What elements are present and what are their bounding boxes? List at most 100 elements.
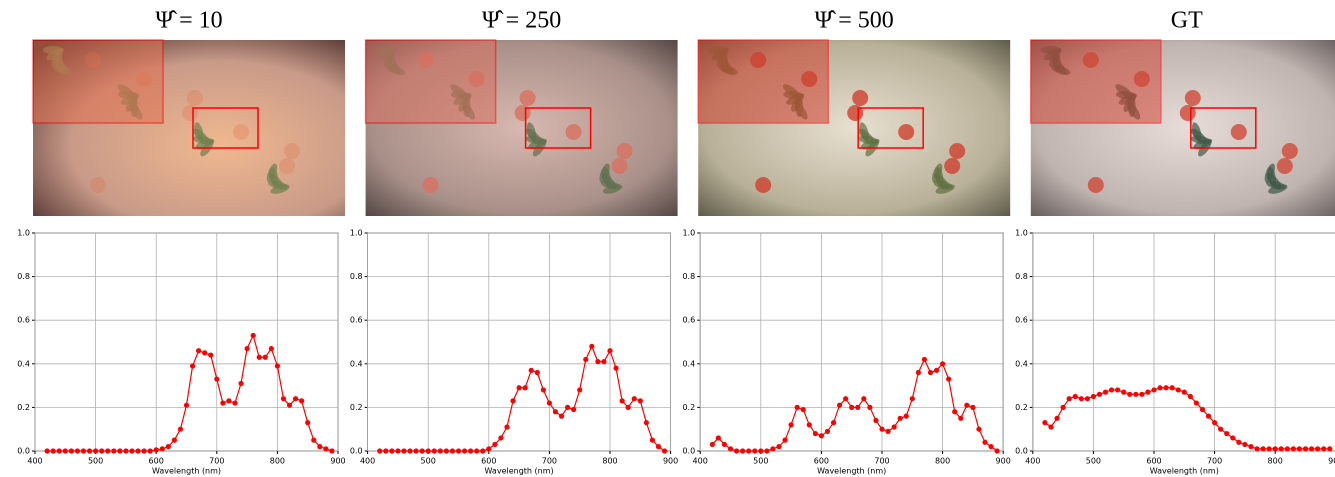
leaf: [935, 184, 955, 194]
data-point: [952, 409, 958, 415]
image-panel: [697, 39, 1011, 216]
data-point: [1181, 389, 1187, 395]
y-tick-label: 0.2: [17, 403, 30, 412]
plot-area: [34, 232, 339, 452]
data-point: [305, 420, 311, 426]
x-tick-label: 900: [330, 457, 345, 466]
flower: [1179, 105, 1196, 121]
data-point: [1139, 391, 1145, 397]
data-point: [135, 448, 141, 454]
data-point: [661, 448, 668, 454]
y-tick-label: 0.6: [350, 316, 363, 325]
data-point: [836, 402, 843, 408]
panel-title: Ψ̂ = 10: [155, 8, 222, 34]
y-tick-label: 0.8: [350, 272, 363, 281]
data-point: [970, 404, 976, 410]
data-point: [897, 415, 903, 421]
data-point: [238, 380, 244, 387]
plot-area: [699, 232, 1004, 452]
data-point: [522, 385, 528, 391]
y-tick-label: 1.0: [350, 229, 363, 238]
data-point: [964, 402, 970, 408]
y-tick-label: 0.8: [1015, 272, 1028, 281]
flower: [182, 105, 198, 121]
data-point: [1157, 385, 1163, 391]
data-point: [1224, 430, 1230, 437]
zoom-inset: [1030, 39, 1162, 124]
data-point: [1272, 446, 1278, 452]
data-point: [1066, 396, 1072, 402]
data-point: [1078, 396, 1084, 402]
data-point: [486, 446, 492, 452]
data-point: [62, 448, 68, 454]
flower: [616, 143, 633, 159]
data-point: [715, 435, 721, 441]
data-point: [1278, 446, 1284, 452]
data-point: [44, 448, 50, 454]
x-tick-label: 400: [693, 457, 708, 466]
x-axis-label: Wavelength (nm): [817, 467, 886, 476]
data-point: [1308, 446, 1315, 452]
x-tick-label: 800: [1268, 457, 1283, 466]
flower: [949, 143, 966, 159]
data-point: [202, 350, 208, 356]
data-point: [1290, 446, 1296, 452]
flower: [279, 158, 295, 174]
data-point: [607, 348, 613, 354]
flower: [519, 90, 536, 106]
data-point: [1254, 446, 1260, 452]
x-axis-label: Wavelength (nm): [152, 467, 221, 476]
data-point: [147, 448, 153, 454]
data-point: [50, 448, 56, 454]
x-tick-label: 900: [996, 457, 1011, 466]
data-point: [940, 361, 946, 367]
x-tick-label: 500: [1086, 457, 1101, 466]
data-point: [1236, 439, 1242, 445]
data-point: [443, 448, 449, 454]
data-point: [171, 437, 177, 443]
data-point: [480, 448, 486, 454]
data-point: [1096, 391, 1103, 397]
data-point: [389, 448, 395, 454]
data-point: [571, 406, 577, 413]
data-point: [733, 448, 740, 454]
flower: [611, 158, 628, 174]
data-point: [323, 446, 329, 452]
zoom-inset: [32, 39, 164, 124]
data-point: [196, 348, 202, 354]
data-point: [709, 441, 715, 448]
x-axis-label: Wavelength (nm): [1150, 467, 1219, 476]
plot-area: [367, 232, 672, 452]
data-point: [86, 448, 93, 454]
y-tick-label: 0.2: [682, 403, 695, 412]
data-point: [764, 448, 770, 454]
data-point: [946, 376, 952, 382]
data-point: [988, 444, 994, 450]
data-point: [468, 448, 474, 454]
data-point: [1121, 389, 1127, 395]
data-point: [1108, 387, 1115, 393]
data-point: [1163, 385, 1169, 391]
zoom-box: [524, 107, 592, 149]
data-point: [292, 396, 299, 402]
data-point: [1284, 446, 1290, 452]
data-point: [286, 402, 293, 408]
data-point: [329, 448, 335, 454]
zoom-box: [857, 107, 924, 149]
data-point: [637, 398, 643, 404]
data-point: [1187, 393, 1193, 400]
y-tick-label: 0.8: [17, 272, 30, 281]
data-point: [583, 356, 589, 363]
data-point: [226, 398, 232, 404]
zoom-box: [192, 107, 259, 149]
data-point: [818, 433, 825, 439]
data-point: [806, 422, 812, 428]
data-point: [383, 448, 389, 454]
data-point: [643, 420, 649, 426]
data-point: [849, 404, 855, 410]
data-point: [1302, 446, 1309, 452]
data-point: [794, 404, 800, 410]
flower: [233, 124, 249, 140]
data-point: [1054, 415, 1060, 421]
x-tick-label: 600: [814, 457, 829, 466]
